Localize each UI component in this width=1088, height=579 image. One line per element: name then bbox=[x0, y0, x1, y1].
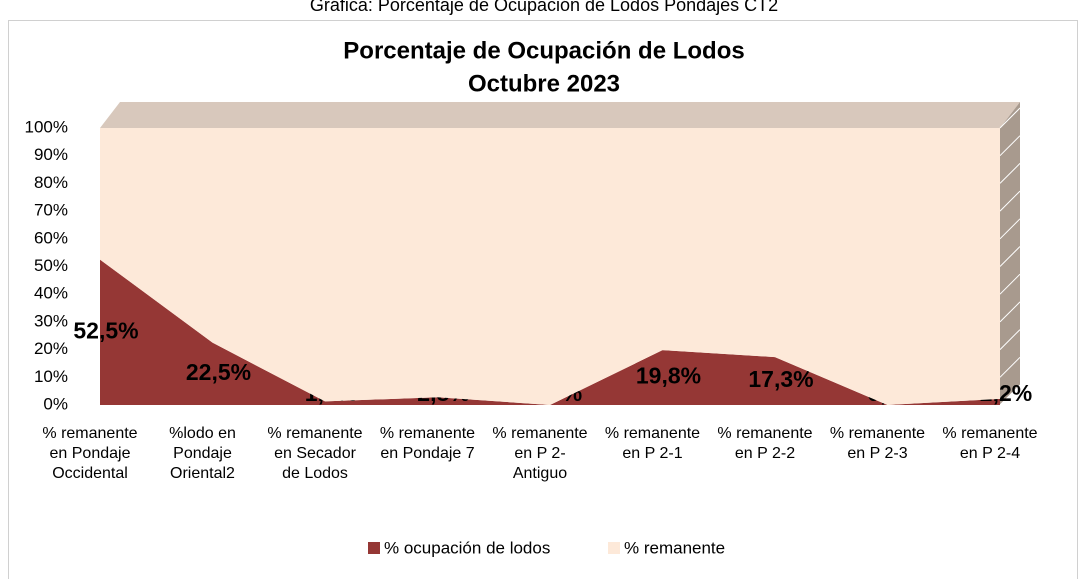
grid-line bbox=[999, 329, 1021, 350]
y-tick-label: 40% bbox=[34, 284, 68, 303]
y-tick-label: 20% bbox=[34, 339, 68, 358]
area bbox=[100, 128, 1000, 405]
y-tick-label: 80% bbox=[34, 173, 68, 192]
x-tick-label: % remanente en P 2-Antiguo bbox=[492, 425, 588, 482]
area bbox=[100, 259, 1000, 405]
y-tick-label: 70% bbox=[34, 201, 68, 220]
legend-label: % remanente bbox=[624, 538, 725, 557]
x-tick-label: % remanente en P 2-1 bbox=[604, 425, 701, 462]
grid-line bbox=[999, 246, 1021, 267]
x-tick-label: %lodo en Pondaje Oriental2 bbox=[169, 425, 236, 482]
y-tick-label: 50% bbox=[34, 256, 68, 275]
x-tick-label: % remanente en Pondaje 7 bbox=[379, 425, 476, 462]
grid-line bbox=[999, 190, 1021, 212]
legend-swatch bbox=[608, 542, 620, 554]
grid-line bbox=[999, 135, 1021, 157]
x-tick-label: % remanente en P 2-2 bbox=[717, 425, 813, 462]
y-tick-label: 0% bbox=[43, 394, 68, 413]
y-tick-label: 10% bbox=[34, 367, 68, 386]
x-tick-label: % remanente en Pondaje Occidental bbox=[42, 425, 138, 482]
x-tick-label: % remanente en Secador de Lodos bbox=[267, 425, 363, 482]
grid-line bbox=[999, 384, 1021, 406]
data-label: 22,5% bbox=[186, 359, 251, 385]
grid-line bbox=[999, 301, 1021, 323]
top-rim bbox=[100, 102, 1020, 128]
y-tick-label: 90% bbox=[34, 145, 68, 164]
grid-line bbox=[999, 107, 1021, 129]
x-tick-label: % remanente en P 2-4 bbox=[942, 425, 1038, 462]
y-tick-label: 30% bbox=[34, 311, 68, 330]
grid-line bbox=[999, 218, 1021, 240]
data-label: 19,8% bbox=[636, 363, 701, 389]
data-label: 17,3% bbox=[748, 366, 813, 392]
chart-title: Porcentaje de Ocupación de Lodos bbox=[343, 37, 744, 64]
data-label: 52,5% bbox=[73, 317, 138, 343]
grid-line bbox=[999, 356, 1021, 378]
chart-subtitle: Octubre 2023 bbox=[468, 70, 620, 97]
side-wall bbox=[1000, 102, 1020, 405]
y-tick-label: 100% bbox=[25, 117, 68, 136]
grid-line bbox=[999, 273, 1021, 295]
y-tick-label: 60% bbox=[34, 228, 68, 247]
grid-line bbox=[999, 163, 1021, 184]
legend-swatch bbox=[368, 542, 380, 554]
caption: Gráfica: Porcentaje de Ocupación de Lodo… bbox=[310, 0, 778, 15]
x-tick-label: % remanente en P 2-3 bbox=[829, 425, 926, 462]
legend-label: % ocupación de lodos bbox=[384, 538, 550, 557]
